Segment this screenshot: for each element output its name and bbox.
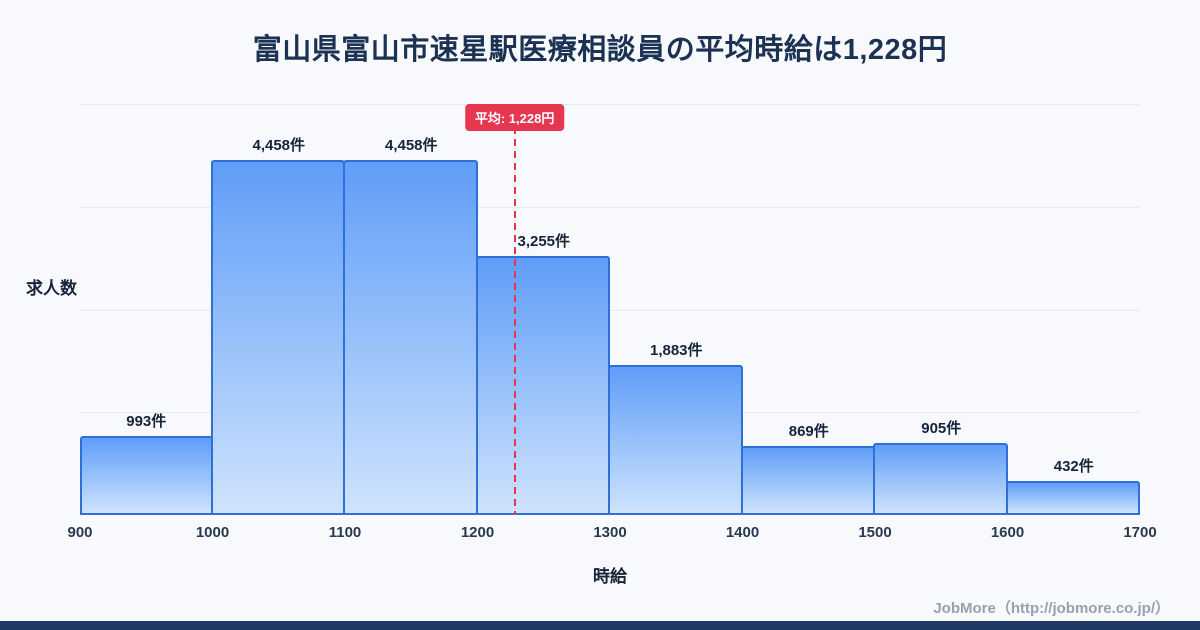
histogram-bar <box>873 442 1008 515</box>
footer-strip <box>0 621 1200 630</box>
bar-value-label: 1,883件 <box>649 342 703 360</box>
bar-value-label: 993件 <box>126 412 167 430</box>
histogram-bar <box>1005 480 1140 515</box>
x-tick-label: 1000 <box>195 524 230 541</box>
bar-value-label: 869件 <box>788 422 829 440</box>
histogram-bar <box>740 445 875 515</box>
gridline <box>80 206 1140 208</box>
bar-value-label: 3,255件 <box>517 232 571 250</box>
gridline <box>80 104 1140 105</box>
bar-value-label: 4,458件 <box>384 137 438 154</box>
histogram-bar <box>608 365 743 515</box>
histogram-bar <box>343 160 478 515</box>
x-tick-label: 1600 <box>990 524 1025 541</box>
bar-value-label: 905件 <box>921 419 962 437</box>
y-axis-label: 求人数 <box>26 279 77 298</box>
bar-value-label: 432件 <box>1053 457 1094 475</box>
bar-value-label: 4,458件 <box>252 137 306 154</box>
gridline <box>80 309 1140 311</box>
x-tick-label: 1300 <box>593 524 627 541</box>
histogram-bar <box>210 160 345 515</box>
histogram-bar <box>475 255 610 515</box>
x-tick-label: 1500 <box>858 524 892 541</box>
average-line <box>513 127 516 515</box>
x-tick-label: 1400 <box>725 524 760 541</box>
x-tick-label: 900 <box>67 524 93 541</box>
histogram-bar <box>80 435 213 515</box>
chart-title: 富山県富山市速星駅医療相談員の平均時給は1,228円 <box>252 34 948 66</box>
footer-credit: JobMore（http://jobmore.co.jp/） <box>933 600 1170 617</box>
x-tick-label: 1100 <box>328 524 362 541</box>
x-axis-label: 時給 <box>593 567 627 586</box>
x-tick-label: 1700 <box>1123 524 1157 541</box>
average-badge: 平均: 1,228円 <box>464 104 565 131</box>
x-tick-label: 1200 <box>460 524 495 541</box>
